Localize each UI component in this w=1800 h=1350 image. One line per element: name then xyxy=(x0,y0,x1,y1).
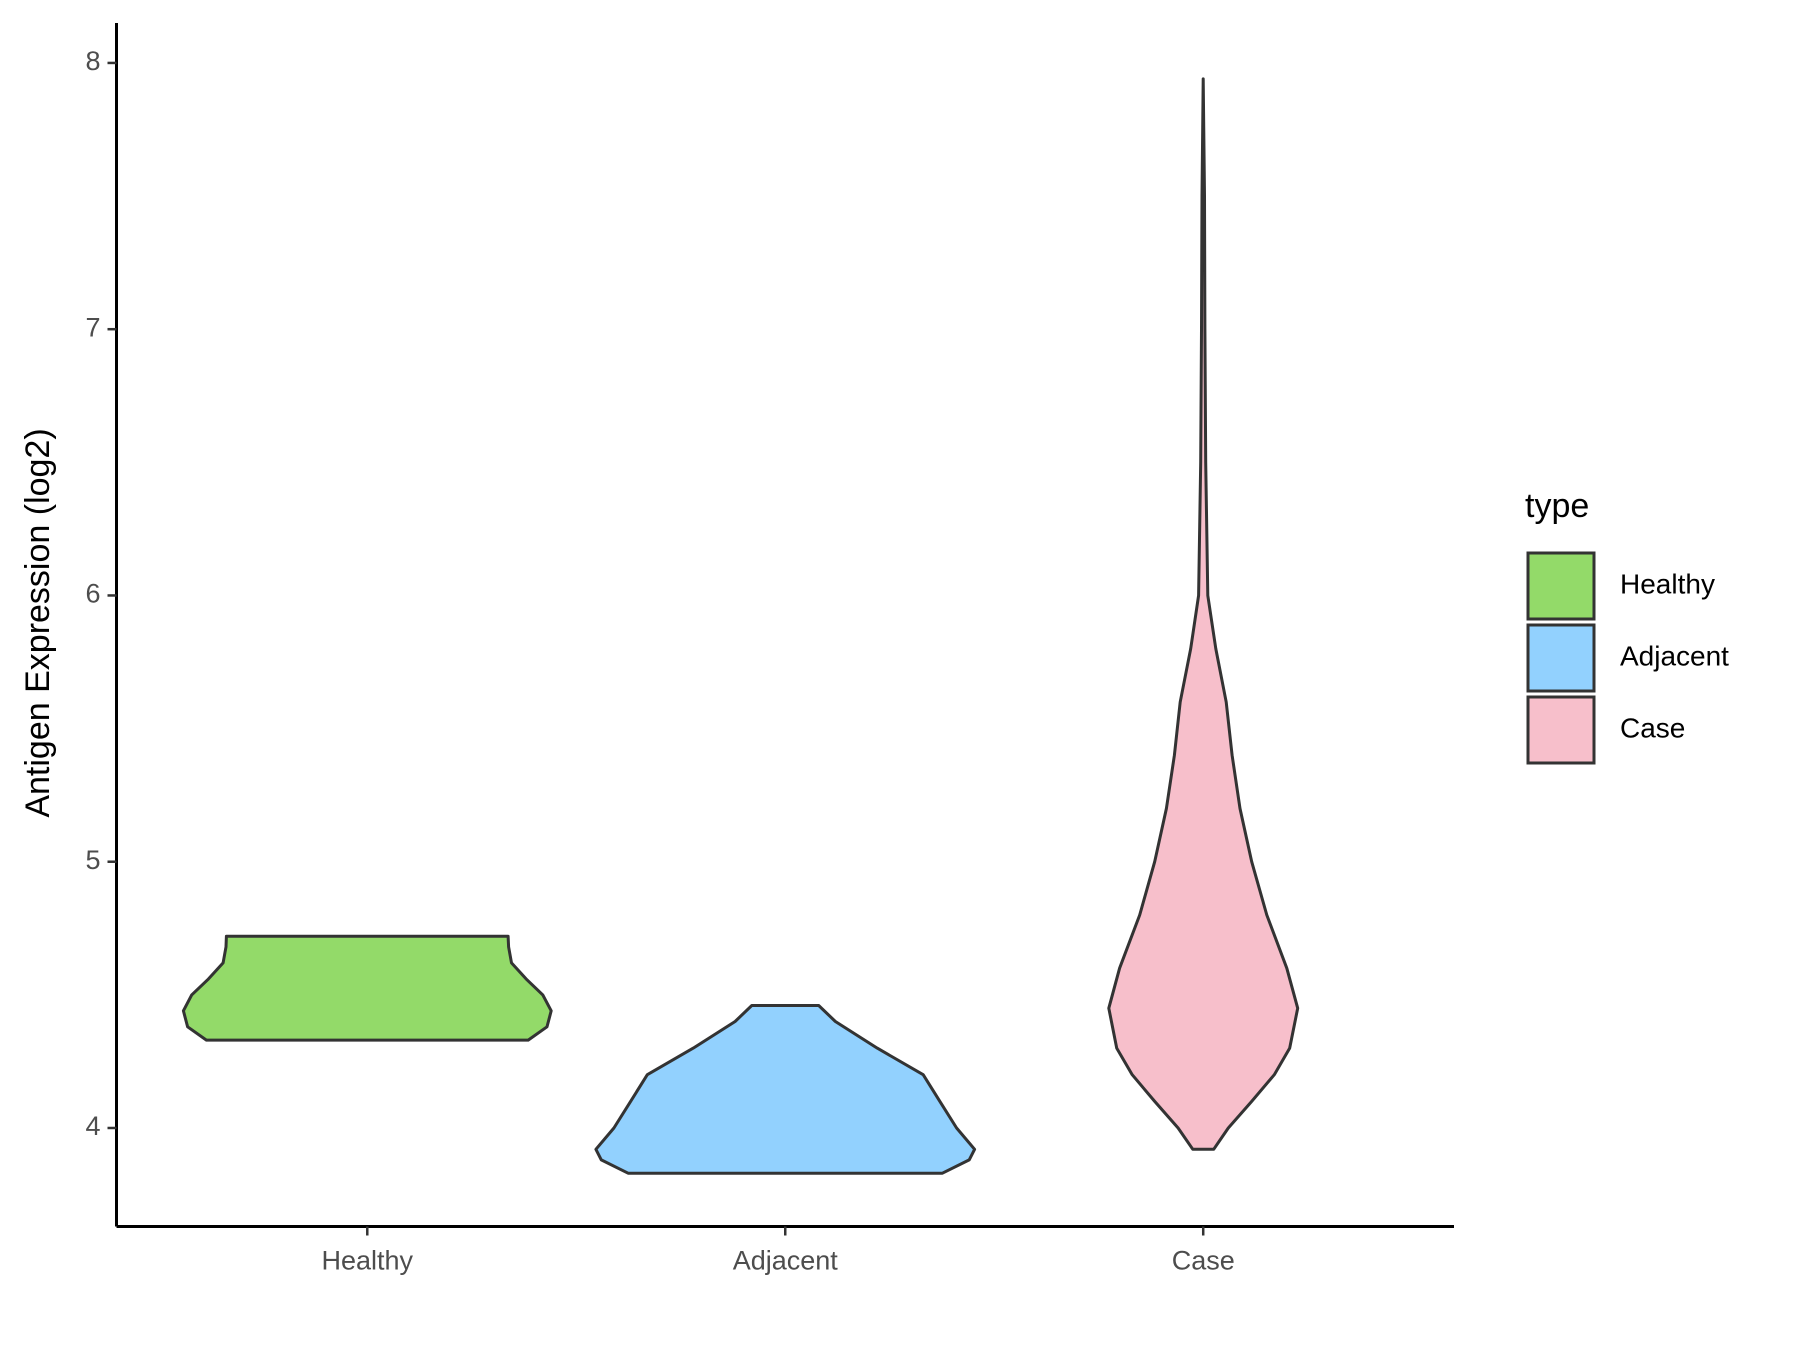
legend-label: Healthy xyxy=(1620,568,1715,599)
legend-key xyxy=(1526,623,1596,693)
legend-label: Adjacent xyxy=(1620,640,1729,671)
legend-label: Case xyxy=(1620,712,1685,743)
y-tick-label: 4 xyxy=(85,1111,100,1141)
violin xyxy=(594,1004,977,1175)
legend-key xyxy=(1526,695,1596,765)
violin xyxy=(1107,77,1300,1151)
violin xyxy=(181,934,553,1042)
y-axis-label: Antigen Expression (log2) xyxy=(19,428,57,817)
y-tick-label: 7 xyxy=(85,312,100,342)
x-tick-label: Healthy xyxy=(322,1246,414,1276)
y-tick-label: 5 xyxy=(85,845,100,875)
y-tick-label: 6 xyxy=(85,579,100,609)
legend-key xyxy=(1526,551,1596,621)
y-tick-label: 8 xyxy=(85,46,100,76)
x-tick-label: Case xyxy=(1172,1246,1235,1276)
legend-title: type xyxy=(1525,487,1589,525)
x-tick-label: Adjacent xyxy=(733,1246,839,1276)
